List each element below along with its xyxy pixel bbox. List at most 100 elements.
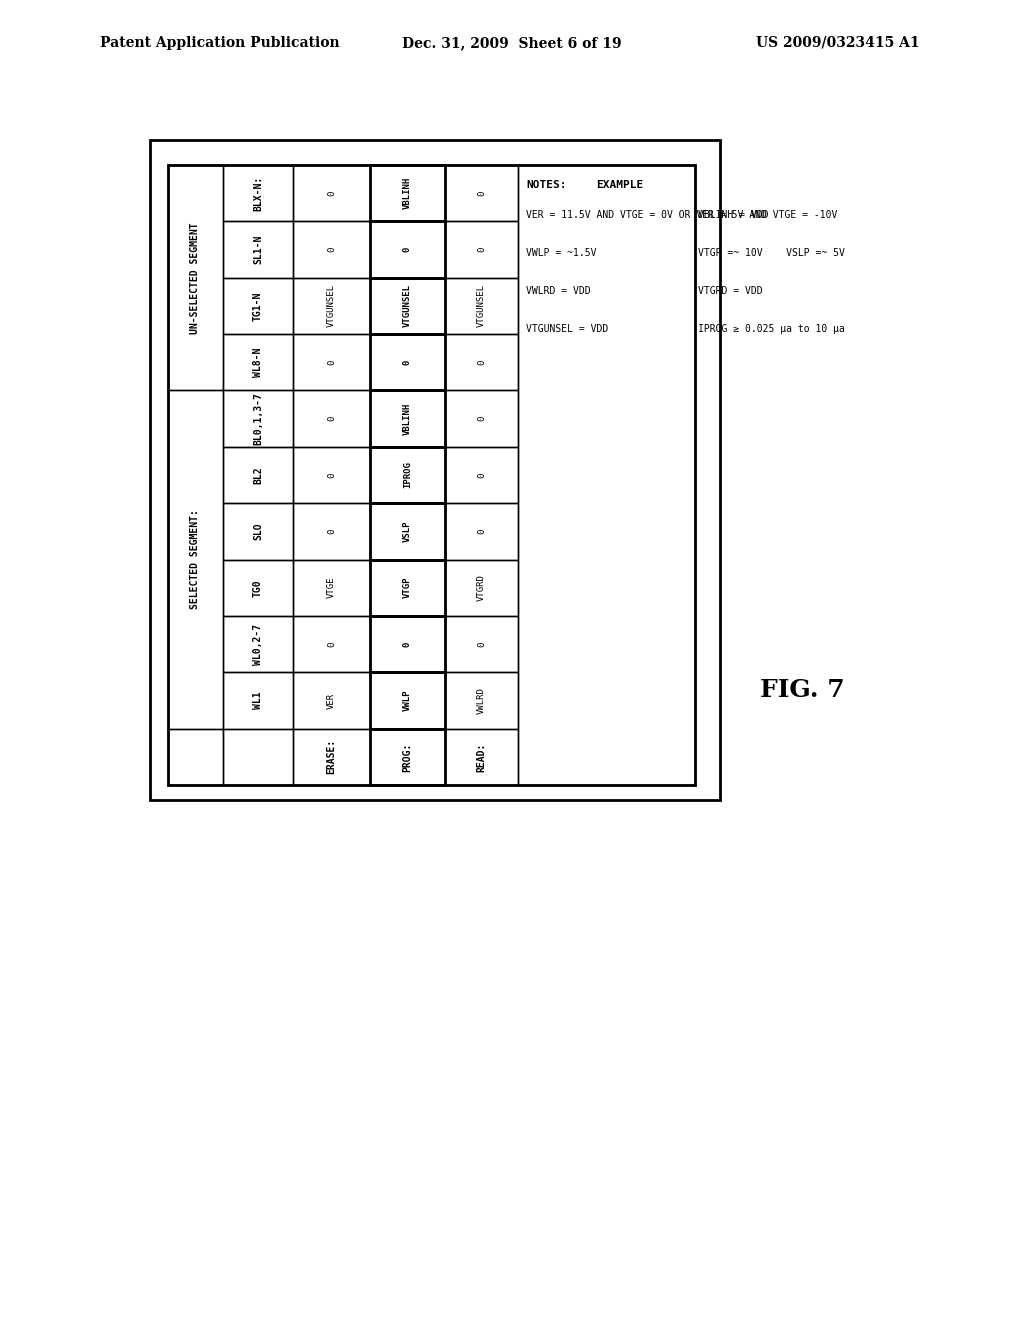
Text: 0: 0 [403, 642, 412, 647]
Text: VTGUNSEL = VDD: VTGUNSEL = VDD [526, 325, 608, 334]
Bar [293, 222, 370, 277]
Bar [445, 560, 518, 616]
Bar [370, 165, 445, 222]
Text: BL0,1,3-7: BL0,1,3-7 [253, 392, 263, 445]
Bar [293, 277, 370, 334]
Bar [370, 560, 445, 616]
Text: 0: 0 [327, 529, 336, 535]
Bar [293, 560, 370, 616]
Text: IPROG ≥ 0.025 μa to 10 μa: IPROG ≥ 0.025 μa to 10 μa [698, 325, 845, 334]
Bar [223, 391, 293, 446]
Text: BL2: BL2 [253, 466, 263, 484]
Text: VWLP = ~1.5V: VWLP = ~1.5V [526, 248, 597, 259]
Text: TG0: TG0 [253, 579, 263, 597]
Bar [370, 222, 445, 277]
Bar [445, 165, 518, 222]
Bar [293, 391, 370, 446]
Text: 0: 0 [327, 190, 336, 195]
Text: 0: 0 [327, 247, 336, 252]
Bar [293, 446, 370, 503]
Text: Dec. 31, 2009  Sheet 6 of 19: Dec. 31, 2009 Sheet 6 of 19 [402, 36, 622, 50]
Text: TG1-N: TG1-N [253, 292, 263, 321]
Bar [370, 672, 445, 729]
Bar [168, 165, 695, 785]
Bar [370, 616, 445, 672]
Text: EXAMPLE: EXAMPLE [596, 180, 643, 190]
Text: 0: 0 [327, 416, 336, 421]
Text: 0: 0 [403, 359, 412, 364]
Text: 0: 0 [477, 642, 486, 647]
Text: 0: 0 [327, 359, 336, 364]
Text: 0: 0 [327, 473, 336, 478]
Bar [445, 446, 518, 503]
Bar [223, 222, 293, 277]
Bar [223, 277, 293, 334]
Text: VTGRD = VDD: VTGRD = VDD [698, 286, 763, 297]
Text: VTGRD: VTGRD [477, 574, 486, 601]
Bar [293, 165, 370, 222]
Text: VWLRD = VDD: VWLRD = VDD [526, 286, 591, 297]
Text: PROG:: PROG: [402, 742, 413, 771]
Bar [223, 672, 293, 729]
Text: VWLP: VWLP [403, 690, 412, 711]
Bar [370, 503, 445, 560]
Text: VTGE: VTGE [327, 577, 336, 598]
Text: VBLINH: VBLINH [403, 403, 412, 434]
Bar [293, 729, 370, 785]
Text: 0: 0 [477, 416, 486, 421]
Text: VER: VER [327, 693, 336, 709]
Text: 0: 0 [327, 642, 336, 647]
Bar [293, 672, 370, 729]
Text: SLO: SLO [253, 523, 263, 540]
Text: VSLP: VSLP [403, 520, 412, 543]
Bar [293, 503, 370, 560]
Bar [445, 222, 518, 277]
Text: SELECTED SEGMENT:: SELECTED SEGMENT: [190, 510, 201, 610]
Bar [168, 729, 223, 785]
Text: 0: 0 [403, 247, 412, 252]
Text: VBLINH = VDD: VBLINH = VDD [698, 210, 768, 220]
Bar [223, 446, 293, 503]
Bar [223, 334, 293, 391]
Text: VBLINH: VBLINH [403, 177, 412, 210]
Text: WL8-N: WL8-N [253, 347, 263, 378]
Text: WL1: WL1 [253, 692, 263, 709]
Text: SL1-N: SL1-N [253, 235, 263, 264]
Bar [445, 334, 518, 391]
Bar [223, 616, 293, 672]
Text: VTGUNSEL: VTGUNSEL [477, 284, 486, 327]
Text: VTGP: VTGP [403, 577, 412, 598]
Bar [370, 446, 445, 503]
Bar [370, 277, 445, 334]
Bar [445, 729, 518, 785]
Bar [293, 616, 370, 672]
Bar [445, 277, 518, 334]
Text: 0: 0 [477, 190, 486, 195]
Bar [168, 391, 223, 729]
Text: FIG. 7: FIG. 7 [760, 678, 845, 702]
Text: VTGUNSEL: VTGUNSEL [327, 284, 336, 327]
Bar [223, 503, 293, 560]
Bar [518, 165, 695, 785]
Text: 0: 0 [477, 247, 486, 252]
Text: WL0,2-7: WL0,2-7 [253, 623, 263, 665]
Bar [370, 334, 445, 391]
Text: 0: 0 [477, 529, 486, 535]
Bar [445, 391, 518, 446]
Text: NOTES:: NOTES: [526, 180, 566, 190]
Text: VTGUNSEL: VTGUNSEL [403, 284, 412, 327]
Bar [150, 140, 720, 800]
Text: Patent Application Publication: Patent Application Publication [100, 36, 340, 50]
Bar [223, 560, 293, 616]
Bar [293, 334, 370, 391]
Text: US 2009/0323415 A1: US 2009/0323415 A1 [757, 36, 920, 50]
Text: VWLRD: VWLRD [477, 686, 486, 714]
Bar [445, 616, 518, 672]
Text: IPROG: IPROG [403, 462, 412, 488]
Bar [445, 503, 518, 560]
Text: ERASE:: ERASE: [327, 739, 337, 775]
Bar [223, 729, 293, 785]
Text: VTGP =~ 10V    VSLP =~ 5V: VTGP =~ 10V VSLP =~ 5V [698, 248, 845, 259]
Text: UN-SELECTED SEGMENT: UN-SELECTED SEGMENT [190, 222, 201, 334]
Text: BLX-N:: BLX-N: [253, 176, 263, 211]
